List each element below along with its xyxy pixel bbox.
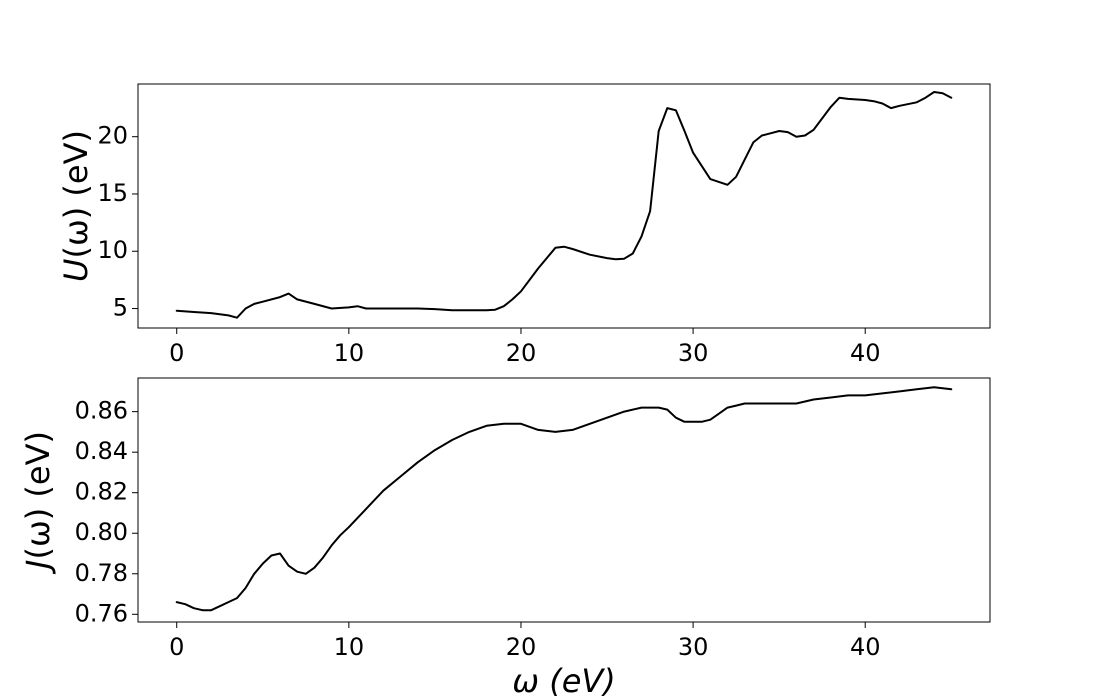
- top-y-ticks: 5 10 15 20: [97, 122, 138, 322]
- top-x-tick-label: 10: [334, 339, 365, 367]
- bottom-x-tick-label: 0: [169, 633, 184, 661]
- top-y-tick-label: 10: [97, 236, 128, 264]
- bottom-y-tick-label: 0.76: [75, 599, 128, 627]
- bottom-y-axis-label: J(ω) (eV): [19, 431, 57, 575]
- bottom-y-tick-label: 0.82: [75, 478, 128, 506]
- bottom-plot-area: [175, 386, 953, 612]
- bottom-y-tick-label: 0.86: [75, 397, 128, 425]
- top-x-tick-label: 40: [850, 339, 881, 367]
- top-x-tick-label: 30: [678, 339, 709, 367]
- top-panel: 0 10 20 30 40 5 10 15 20 U(ω) (eV): [57, 83, 991, 367]
- bottom-y-tick-label: 0.84: [75, 437, 128, 465]
- bottom-y-tick-label: 0.78: [75, 559, 128, 587]
- bottom-y-ticks: 0.76 0.78 0.80 0.82 0.84 0.86: [75, 397, 138, 627]
- top-y-tick-label: 5: [113, 294, 128, 322]
- bottom-x-tick-label: 10: [334, 633, 365, 661]
- top-x-tick-label: 20: [506, 339, 537, 367]
- top-axes-frame: [137, 83, 991, 329]
- top-y-axis-label-func: U: [57, 259, 95, 282]
- top-y-axis-label-rest: (ω) (eV): [57, 130, 95, 258]
- bottom-y-axis-label-rest: (ω) (eV): [19, 431, 57, 559]
- top-plot-area: [175, 91, 953, 319]
- bottom-x-tick-label: 20: [506, 633, 537, 661]
- bottom-x-ticks: 0 10 20 30 40: [169, 622, 880, 661]
- bottom-panel: 0 10 20 30 40 0.76 0.78 0.80 0.82 0.84 0.86 J(ω) …: [19, 377, 991, 700]
- bottom-x-axis-label: ω (eV): [512, 662, 616, 700]
- bottom-axes-frame: [137, 377, 991, 623]
- top-series-line: [175, 91, 953, 319]
- bottom-x-tick-label: 40: [850, 633, 881, 661]
- top-y-tick-label: 15: [97, 179, 128, 207]
- top-y-tick-label: 20: [97, 122, 128, 150]
- bottom-series-line: [175, 386, 953, 612]
- top-x-tick-label: 0: [169, 339, 184, 367]
- bottom-x-tick-label: 30: [678, 633, 709, 661]
- bottom-y-tick-label: 0.80: [75, 518, 128, 546]
- top-x-ticks: 0 10 20 30 40: [169, 328, 880, 367]
- top-y-axis-label: U(ω) (eV): [57, 130, 95, 282]
